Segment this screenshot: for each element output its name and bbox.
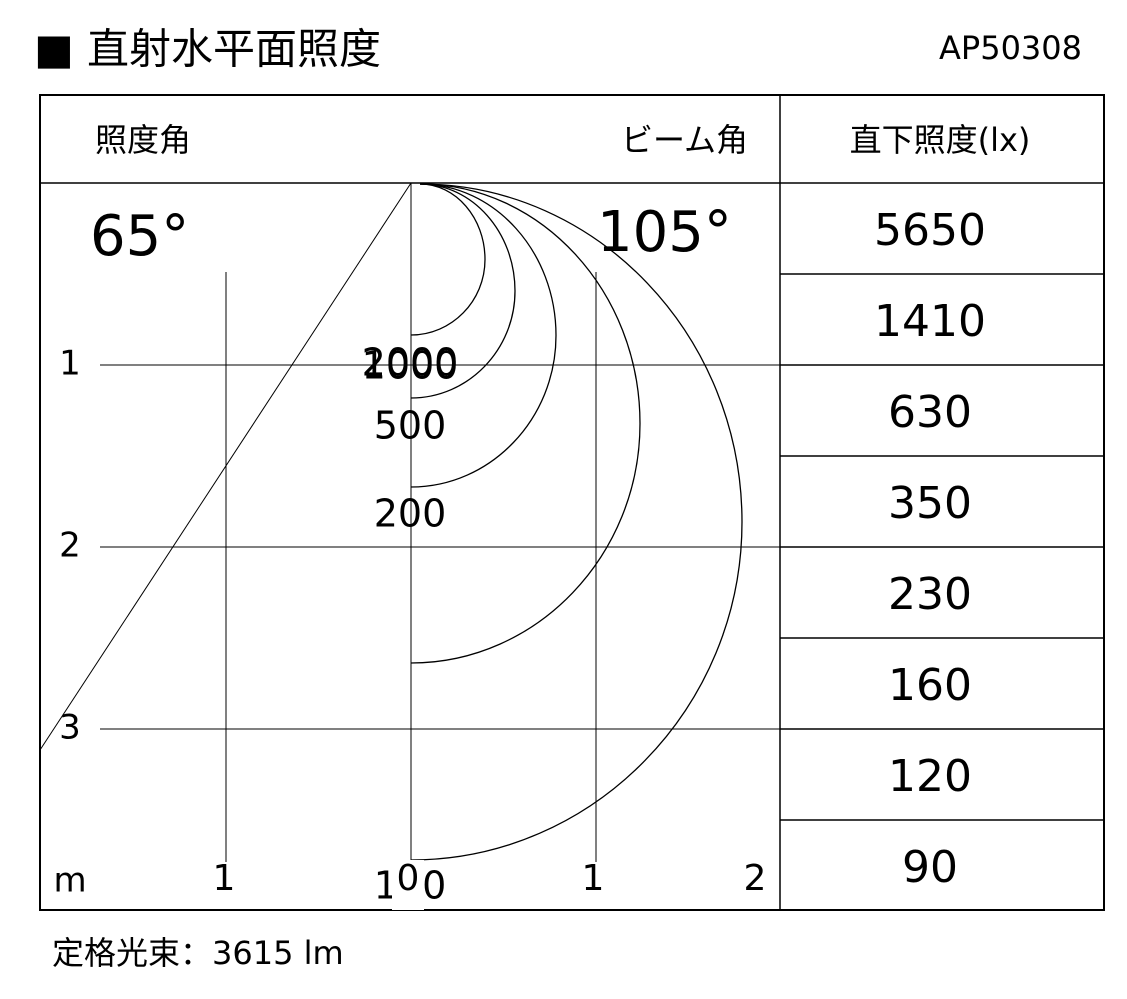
illuminance-angle: 65° [90,204,189,269]
isolux-label: 2000 [362,341,459,385]
model: AP50308 [939,29,1082,67]
center-illuminance-value: 120 [888,751,972,802]
illuminance-angle-head: 照度角 [95,121,191,159]
unit-label: m [53,861,86,901]
title: ■ 直射水平面照度 [34,25,381,74]
isolux-curve [410,183,641,664]
center-illuminance-head: 直下照度(lx) [850,121,1031,159]
luminous-flux: 定格光束：3615 lm [52,934,344,972]
y-axis-label: 3 [59,708,81,748]
isolux-curve [410,183,516,399]
beam-angle: 105° [597,200,732,265]
center-illuminance-value: 5650 [874,205,986,256]
isolux-label: 500 [374,404,447,448]
center-illuminance-value: 230 [888,569,972,620]
isolux-label: 1000 [362,344,459,388]
frame [39,94,1105,911]
x-axis-label: 2 [744,858,767,899]
grid [39,182,780,862]
beam-angle-head: ビーム角 [621,121,748,159]
center-illuminance-value: 160 [888,660,972,711]
x-axis-label: 1 [582,858,605,899]
y-axis-label: 1 [59,344,81,384]
isolux-curve [410,183,557,488]
beam-line [39,182,412,751]
isolux-curve [410,183,743,861]
x-axis-label: 0 [397,858,420,899]
isolux-curves [410,183,743,861]
center-illuminance-value: 350 [888,478,972,529]
frame-border [39,94,1105,911]
center-illuminance-value: 90 [902,842,958,893]
center-illuminance-value: 630 [888,387,972,438]
isolux-curve [410,183,486,336]
x-axis-label: 1 [213,858,236,899]
isolux-label: 200 [374,492,447,536]
y-axis-label: 2 [59,526,81,566]
center-illuminance-value: 1410 [874,296,986,347]
label-mask [392,860,424,910]
labels: 5650141063035023016012090200010005002001… [53,205,986,910]
